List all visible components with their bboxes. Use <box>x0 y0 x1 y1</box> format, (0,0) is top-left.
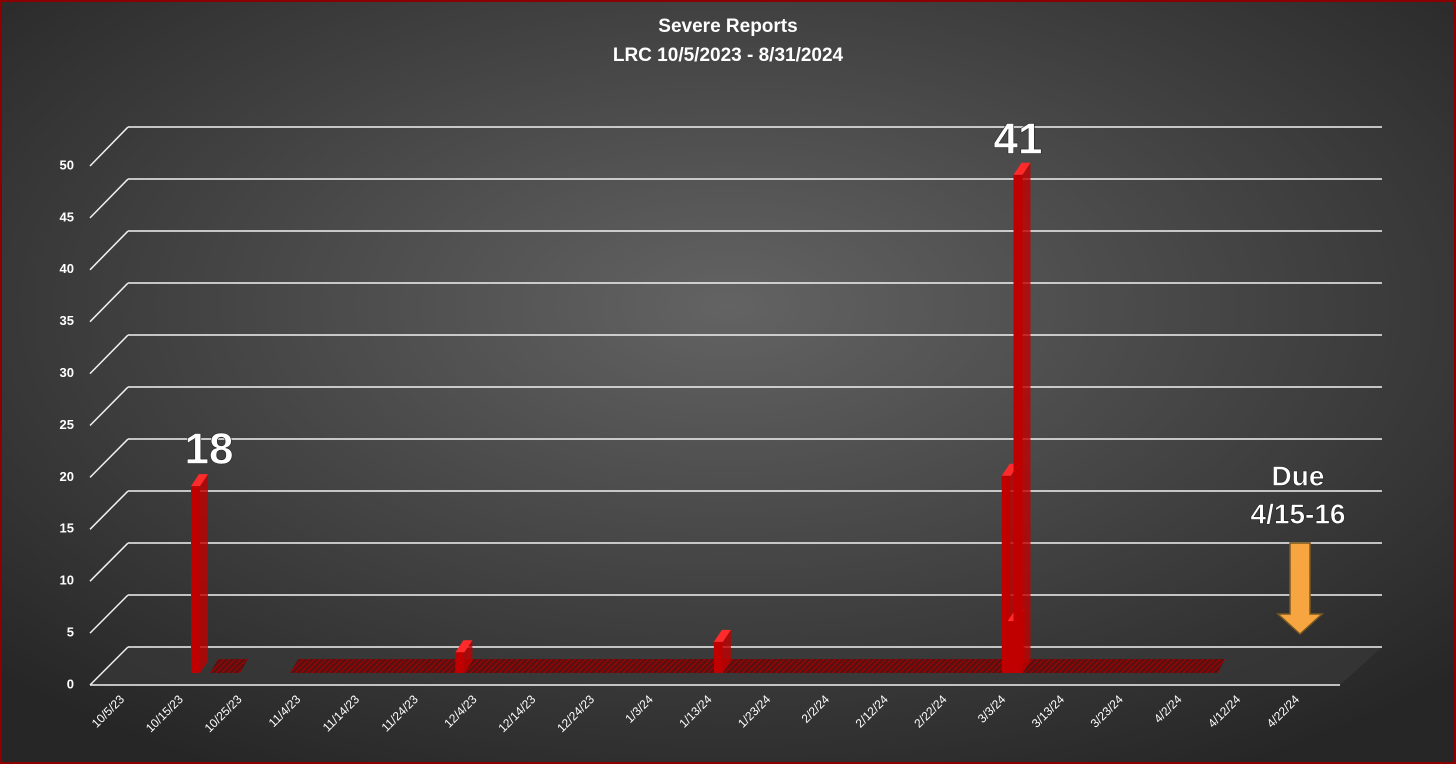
grid-line <box>89 126 129 167</box>
grid-line <box>89 282 129 323</box>
bar-front <box>1001 475 1011 673</box>
bar <box>191 474 208 673</box>
y-tick-label: 0 <box>67 676 74 691</box>
chart-title: Severe Reports <box>658 16 797 37</box>
bar-side <box>722 629 731 673</box>
annotation: Due <box>1272 460 1325 491</box>
grid-line <box>89 594 129 634</box>
bar-side <box>464 640 473 673</box>
y-tick-label: 20 <box>60 469 74 484</box>
grid-line <box>89 646 129 686</box>
bar-top <box>191 474 208 487</box>
bar <box>455 640 473 673</box>
annotation: 4/15-16 <box>1251 498 1346 529</box>
floor-hatch <box>290 659 1225 673</box>
y-tick-label: 5 <box>67 625 74 640</box>
bar-side <box>200 474 208 673</box>
bar <box>713 629 731 673</box>
bar-side <box>1022 162 1031 673</box>
grid-line <box>89 230 129 271</box>
y-tick-label: 40 <box>60 261 74 276</box>
bar-front <box>455 652 465 673</box>
annotation: 18 <box>185 425 234 474</box>
grid-line <box>89 178 129 219</box>
y-tick-label: 10 <box>60 573 74 588</box>
y-tick-label: 35 <box>60 313 74 328</box>
y-tick-label: 50 <box>60 157 74 172</box>
y-tick-label: 25 <box>60 417 74 432</box>
bar-top <box>713 629 731 642</box>
grid-line <box>89 542 129 582</box>
arrow <box>1276 542 1324 636</box>
bar-top <box>1013 162 1031 175</box>
y-tick-label: 45 <box>60 209 74 224</box>
grid-line <box>89 438 129 478</box>
bar-front <box>1007 621 1017 673</box>
floor-hatch <box>210 659 248 673</box>
annotation: 41 <box>994 115 1043 164</box>
grid-line <box>89 490 129 530</box>
bar <box>1013 162 1031 673</box>
grid-line <box>89 334 129 375</box>
bar-front <box>191 486 200 673</box>
bar-front <box>713 641 723 673</box>
y-tick-label: 30 <box>60 365 74 380</box>
grid-line <box>89 386 129 427</box>
y-tick-label: 15 <box>60 521 74 536</box>
bar-front <box>1013 174 1023 673</box>
chart-subtitle: LRC 10/5/2023 - 8/31/2024 <box>613 45 844 66</box>
bar-top <box>455 640 473 653</box>
